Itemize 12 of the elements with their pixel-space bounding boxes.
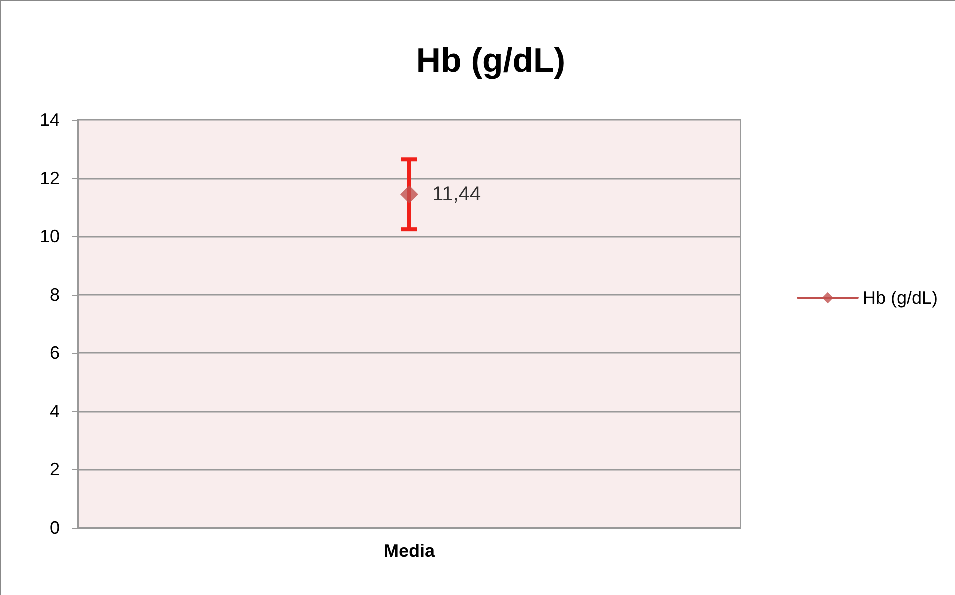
data-label: 11,44 bbox=[432, 184, 482, 206]
y-tick-label: 0 bbox=[50, 518, 60, 538]
y-tick-label: 14 bbox=[40, 110, 60, 130]
y-tick-label: 8 bbox=[50, 284, 60, 305]
y-tick-label: 4 bbox=[50, 401, 60, 422]
y-tick-label: 12 bbox=[40, 168, 60, 188]
legend-label: Hb (g/dL) bbox=[862, 288, 938, 308]
y-tick-label: 6 bbox=[50, 343, 60, 364]
y-tick-label: 10 bbox=[40, 226, 60, 247]
chart-title: Hb (g/dL) bbox=[416, 42, 566, 80]
y-tick-label: 2 bbox=[50, 460, 60, 480]
x-tick-label: Media bbox=[384, 541, 436, 561]
